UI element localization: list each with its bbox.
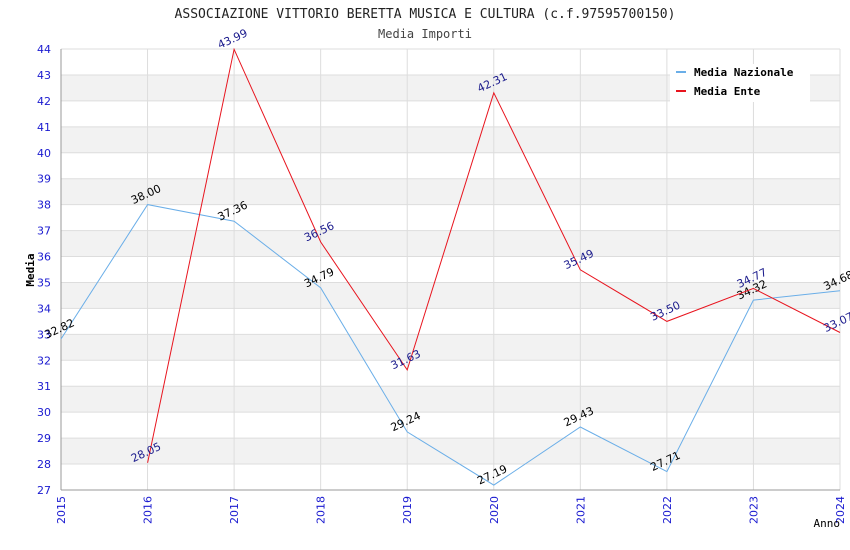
background-band bbox=[61, 282, 840, 309]
axes bbox=[60, 49, 840, 491]
x-tick-label: 2023 bbox=[747, 496, 760, 524]
y-tick-label: 43 bbox=[37, 69, 51, 82]
x-tick-label: 2017 bbox=[228, 496, 241, 524]
y-tick-labels: 27 28 29 30 31 32 33 34 35 36 37 38 39 40 41 42 43 44 bbox=[37, 43, 51, 497]
legend-box bbox=[670, 64, 810, 102]
y-tick-label: 36 bbox=[37, 251, 51, 264]
y-tick-label: 27 bbox=[37, 484, 51, 497]
x-tick-label: 2022 bbox=[661, 496, 674, 524]
y-tick-label: 35 bbox=[37, 276, 51, 289]
y-tick-label: 28 bbox=[37, 458, 51, 471]
y-tick-label: 39 bbox=[37, 173, 51, 186]
x-tick-labels: 2015 2016 2017 2018 2019 2020 2021 2022 2023 2024 bbox=[55, 496, 847, 524]
x-tick-label: 2015 bbox=[55, 496, 68, 524]
background-band bbox=[61, 230, 840, 257]
y-tick-label: 41 bbox=[37, 121, 51, 134]
y-tick-label: 31 bbox=[37, 380, 51, 393]
x-tick-label: 2024 bbox=[834, 496, 847, 524]
x-tick-label: 2020 bbox=[488, 496, 501, 524]
y-tick-label: 38 bbox=[37, 199, 51, 212]
gridlines bbox=[60, 48, 841, 491]
background-band bbox=[61, 126, 840, 153]
y-tick-label: 40 bbox=[37, 147, 51, 160]
x-tick-label: 2021 bbox=[574, 496, 587, 524]
y-tick-label: 37 bbox=[37, 225, 51, 238]
data-label: 29.24 bbox=[389, 409, 423, 434]
y-tick-label: 42 bbox=[37, 95, 51, 108]
y-axis-label: Media bbox=[24, 253, 37, 286]
series-line-media-nazionale bbox=[60, 204, 841, 486]
legend: Media Nazionale Media Ente bbox=[670, 64, 810, 102]
data-label: 33.07 bbox=[821, 310, 850, 335]
legend-entry: Media Ente bbox=[694, 85, 761, 98]
y-tick-label: 33 bbox=[37, 328, 51, 341]
background-bands bbox=[61, 74, 840, 465]
x-tick-label: 2019 bbox=[401, 496, 414, 524]
chart-title: ASSOCIAZIONE VITTORIO BERETTA MUSICA E C… bbox=[175, 7, 676, 22]
data-label: 43.99 bbox=[216, 27, 250, 52]
background-band bbox=[61, 438, 840, 465]
background-band bbox=[61, 386, 840, 413]
y-tick-label: 32 bbox=[37, 354, 51, 367]
x-tick-label: 2016 bbox=[142, 496, 155, 524]
background-band bbox=[61, 334, 840, 361]
y-tick-label: 30 bbox=[37, 406, 51, 419]
x-axis-label: Anno bbox=[814, 517, 841, 530]
y-tick-label: 34 bbox=[37, 302, 51, 315]
y-tick-label: 44 bbox=[37, 43, 51, 56]
y-tick-label: 29 bbox=[37, 432, 51, 445]
x-tick-label: 2018 bbox=[315, 496, 328, 524]
legend-entry: Media Nazionale bbox=[694, 66, 794, 79]
background-band bbox=[61, 178, 840, 205]
series-line-media-ente bbox=[147, 47, 841, 463]
chart-subtitle: Media Importi bbox=[378, 27, 472, 41]
